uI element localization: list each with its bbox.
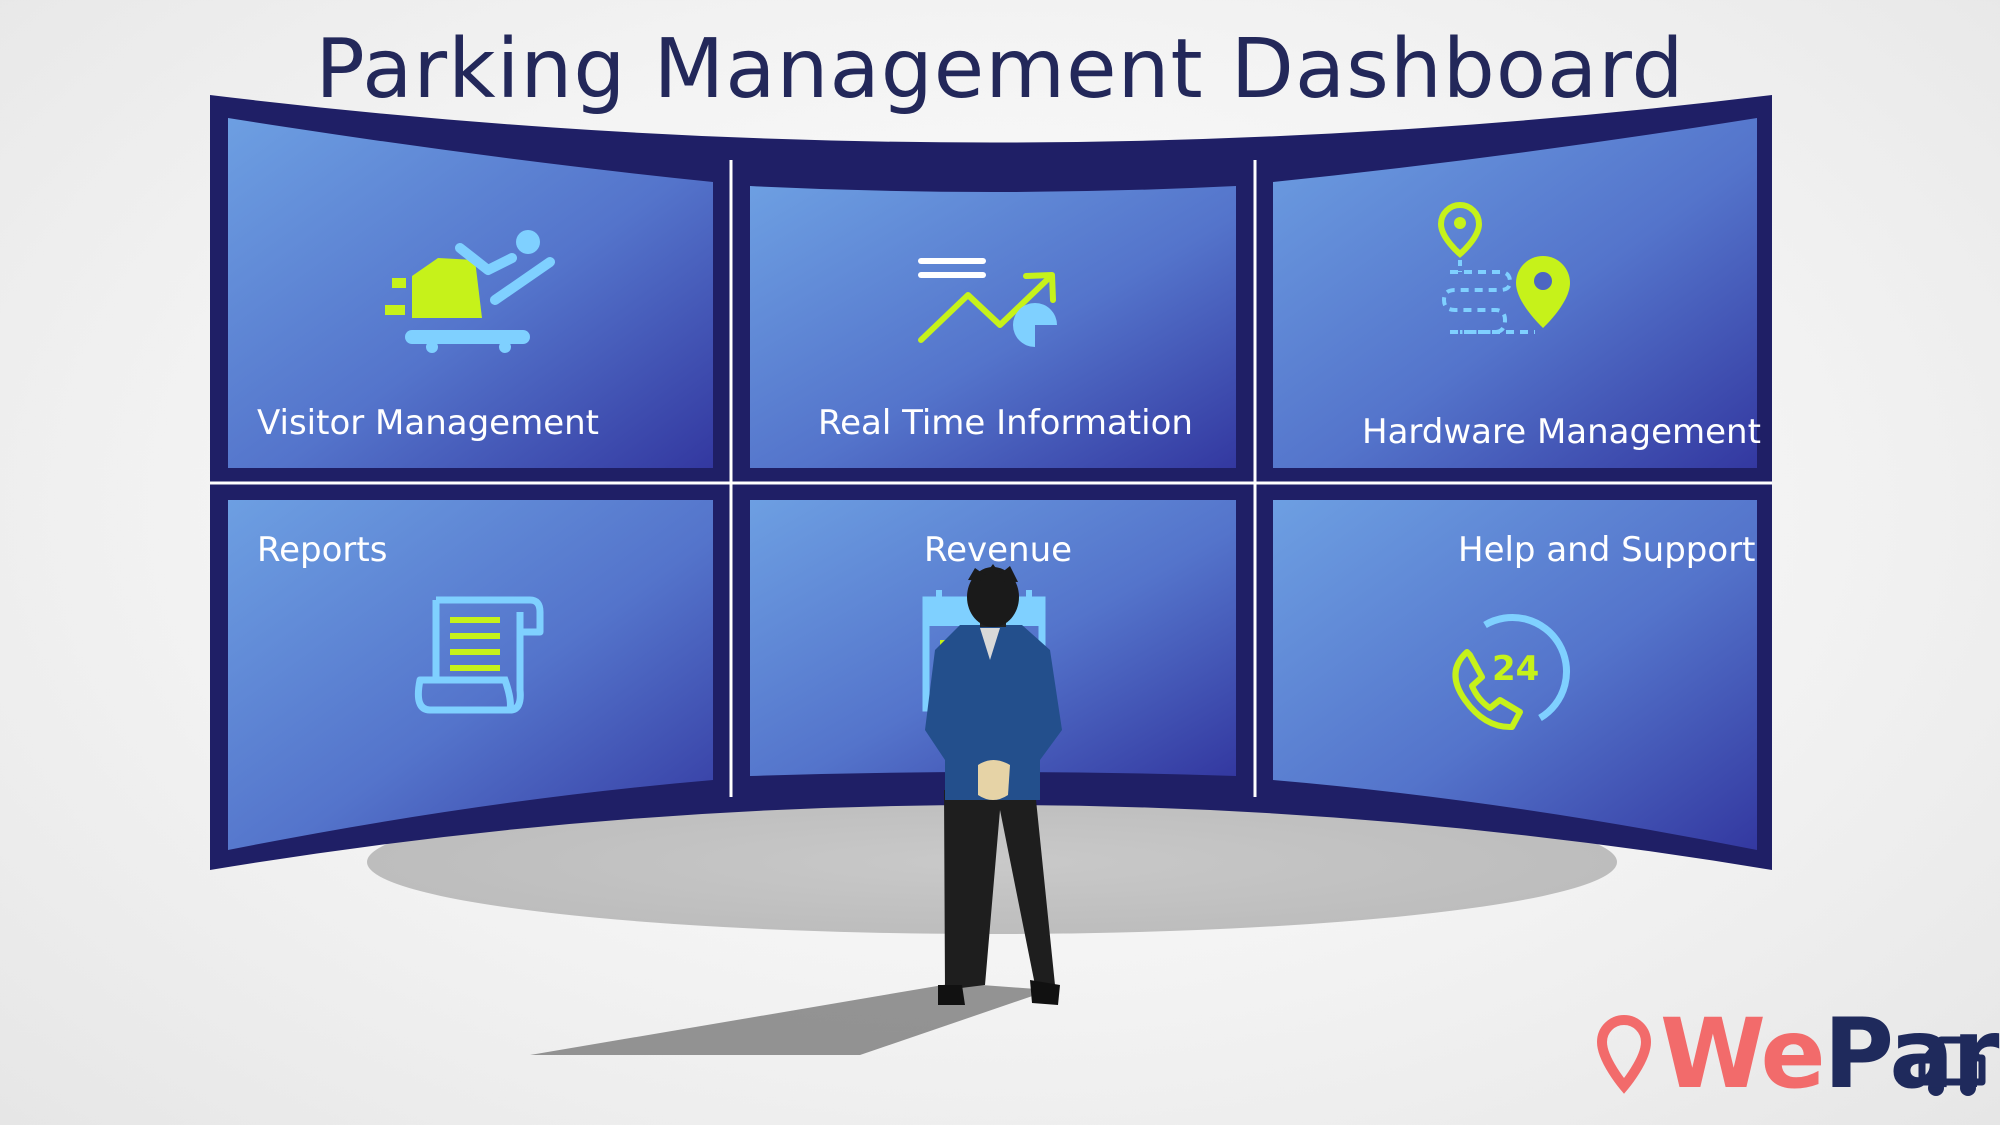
trend-chart-icon bbox=[918, 258, 1057, 347]
panel-label-visitor-management[interactable]: Visitor Management bbox=[257, 403, 600, 443]
panel-label-revenue[interactable]: Revenue bbox=[924, 530, 1073, 570]
support-24-phone-icon bbox=[1452, 613, 1571, 731]
panel-label-hardware-management[interactable]: Hardware Management bbox=[1362, 412, 1761, 452]
page-title: Parking Management Dashboard bbox=[315, 22, 1685, 117]
brand-name-park: Park bbox=[1823, 998, 2000, 1110]
person-shadow bbox=[530, 983, 1050, 1055]
brand-name-we: We bbox=[1660, 998, 1826, 1110]
screen-help-and-support[interactable] bbox=[1273, 500, 1757, 850]
visitor-parking-icon bbox=[385, 230, 555, 353]
screen-real-time-information[interactable] bbox=[750, 186, 1236, 468]
screen-reports[interactable] bbox=[228, 500, 713, 850]
screen-hardware-management[interactable] bbox=[1273, 118, 1757, 468]
panel-label-real-time-information[interactable]: Real Time Information bbox=[818, 403, 1193, 443]
person-figure bbox=[925, 564, 1062, 1005]
map-route-pins-icon bbox=[1437, 201, 1570, 334]
panel-label-help-and-support[interactable]: Help and Support bbox=[1458, 530, 1756, 570]
panel-label-reports[interactable]: Reports bbox=[257, 530, 388, 570]
wepark-logo: WePark bbox=[1596, 1000, 2000, 1110]
map-pin-car-icon bbox=[1596, 1014, 1986, 1096]
support-24-text: 24 bbox=[1492, 649, 1539, 689]
report-scroll-icon bbox=[414, 596, 544, 714]
brand-name: WePark bbox=[1660, 1004, 2000, 1104]
